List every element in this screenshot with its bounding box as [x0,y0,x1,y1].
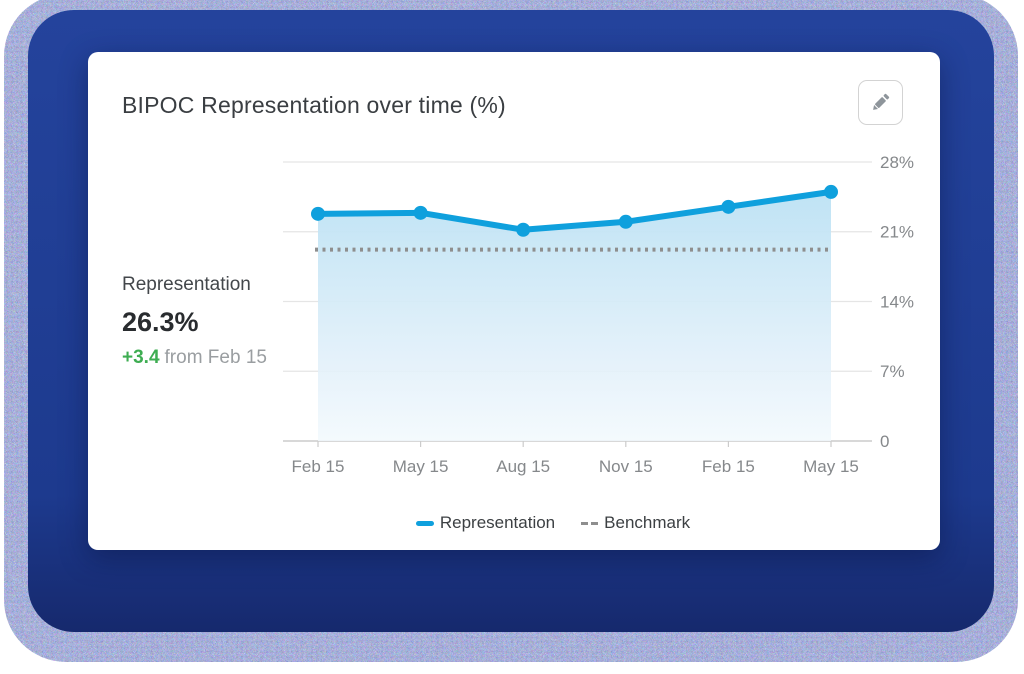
representation-point-5[interactable] [824,184,838,199]
stat-label: Representation [122,274,251,295]
representation-swatch-icon [415,520,434,526]
representation-point-3[interactable] [618,214,633,229]
y-axis-tick-label: 7% [880,362,905,381]
representation-point-2[interactable] [516,222,531,237]
x-axis-tick-label: May 15 [393,457,449,476]
legend-item-benchmark[interactable]: Benchmark [581,513,690,533]
legend-item-representation[interactable]: Representation [415,513,556,533]
metric-card: BIPOC Representation over time (%) Repre… [88,52,940,550]
stat-value: 26.3% [122,307,199,337]
chart-legend: Representation Benchmark [283,513,823,533]
representation-point-1[interactable] [413,205,428,220]
stat-delta: +3.4 [122,347,160,368]
stat-delta-row: +3.4 from Feb 15 [122,347,267,369]
card-title: BIPOC Representation over time (%) [122,92,506,118]
x-axis-tick-label: Aug 15 [496,457,550,476]
representation-area-fill [318,191,831,441]
y-axis-tick-label: 0 [880,432,889,451]
stat-block: Representation 26.3% +3.4 from Feb 15 [122,274,267,369]
x-axis-tick-label: Feb 15 [292,457,345,476]
representation-point-0[interactable] [311,206,325,221]
benchmark-swatch-icon [581,521,599,525]
representation-point-4[interactable] [721,199,736,214]
pencil-icon [873,93,890,110]
edit-button[interactable] [858,80,903,125]
legend-label: Representation [439,513,556,532]
y-axis-tick-label: 14% [880,292,914,311]
representation-line-chart[interactable]: 0 7% 14% 21% 28% Feb 15 May 15 Aug 15 Nov 15 Feb … [283,150,943,490]
x-axis-tick-label: Feb 15 [702,457,755,476]
legend-label: Benchmark [604,513,691,532]
stat-delta-context: from Feb 15 [164,347,267,368]
y-axis-tick-label: 21% [880,223,914,242]
representation-line[interactable] [315,188,834,233]
x-axis-tick-label: Nov 15 [599,457,653,476]
x-axis-tick-label: May 15 [803,457,859,476]
y-axis-tick-label: 28% [880,153,914,172]
